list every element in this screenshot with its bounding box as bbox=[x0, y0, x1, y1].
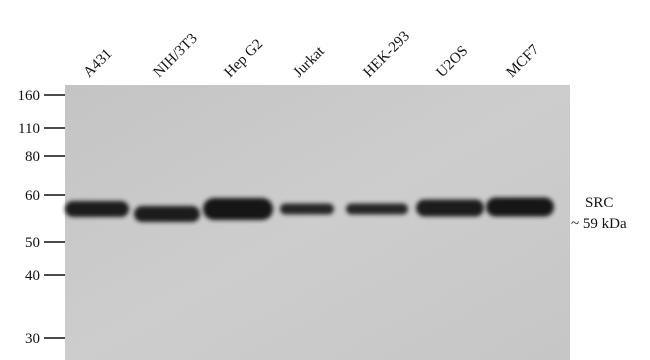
lane-label: MCF7 bbox=[504, 41, 543, 80]
protein-band bbox=[203, 198, 273, 220]
lane-label: HEK-293 bbox=[361, 28, 414, 81]
marker-label: 60 bbox=[25, 188, 40, 204]
lane-label: Hep G2 bbox=[222, 36, 267, 81]
blot-membrane bbox=[65, 85, 570, 360]
protein-band bbox=[65, 201, 129, 217]
protein-band bbox=[346, 203, 408, 215]
protein-band bbox=[416, 199, 484, 217]
marker-label: 50 bbox=[25, 235, 40, 251]
protein-band bbox=[486, 197, 554, 217]
band-row bbox=[65, 197, 554, 222]
lane-label: A431 bbox=[81, 46, 116, 81]
protein-size: ~ 59 kDa bbox=[571, 216, 627, 232]
marker-label: 160 bbox=[18, 88, 41, 104]
lane-label: Jurkat bbox=[291, 43, 329, 81]
marker-label: 30 bbox=[25, 331, 40, 347]
protein-band bbox=[280, 203, 334, 215]
protein-name: SRC bbox=[585, 195, 613, 211]
marker-label: 80 bbox=[25, 149, 40, 165]
lane-label: U2OS bbox=[434, 43, 472, 81]
marker-label: 110 bbox=[18, 121, 40, 137]
protein-band bbox=[134, 206, 200, 222]
marker-label: 40 bbox=[25, 268, 40, 284]
lane-label: NIH/3T3 bbox=[151, 31, 201, 81]
